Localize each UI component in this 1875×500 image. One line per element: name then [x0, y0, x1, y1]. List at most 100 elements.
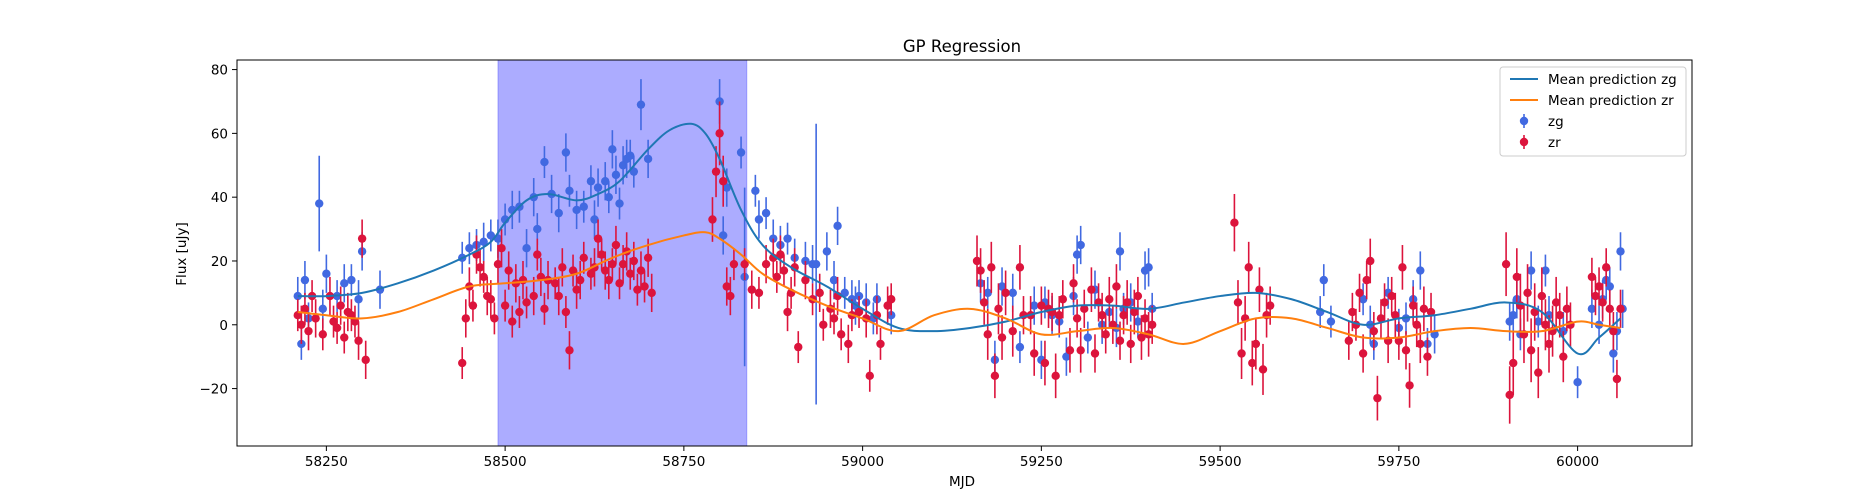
point-zr [1051, 371, 1060, 381]
point-zg [1062, 352, 1071, 361]
point-zg [347, 275, 356, 285]
point-zr [1526, 346, 1536, 355]
point-zg [300, 275, 310, 285]
x-tick-label: 59000 [841, 454, 884, 470]
point-zr [1244, 263, 1253, 272]
point-zr [579, 253, 588, 262]
point-zg [586, 177, 596, 186]
point-zr [508, 317, 517, 326]
point-zg [1416, 266, 1425, 275]
point-zr [729, 259, 739, 269]
point-zg [618, 161, 628, 170]
legend-label: Mean prediction zr [1548, 93, 1674, 109]
point-zr [722, 282, 731, 291]
point-zr [876, 339, 885, 349]
x-axis-label: MJD [949, 474, 975, 490]
point-zg [1616, 247, 1625, 256]
y-axis-label: Flux [uJy] [174, 222, 190, 285]
point-zg [1534, 317, 1543, 326]
point-zg [751, 186, 760, 195]
point-zr [1355, 288, 1364, 298]
point-zg [1008, 288, 1017, 298]
point-zg [615, 199, 624, 208]
point-zr [601, 266, 610, 275]
point-zg [1072, 250, 1082, 259]
point-zr [1001, 288, 1010, 298]
point-zr [1133, 291, 1143, 301]
point-zr [1265, 301, 1275, 310]
point-zr [554, 291, 563, 301]
point-zg [1076, 240, 1085, 250]
point-zr [354, 336, 363, 345]
point-zr [1594, 282, 1604, 291]
point-zr [1401, 346, 1411, 355]
point-zr [1258, 365, 1268, 374]
point-zr [1348, 307, 1357, 317]
x-tick-label: 59250 [1020, 454, 1063, 470]
point-zr [1115, 336, 1125, 345]
point-zr [794, 342, 803, 352]
point-zr [468, 301, 478, 310]
point-zg [833, 221, 842, 231]
point-zr [1101, 330, 1110, 339]
point-zr [633, 285, 642, 294]
y-tick-label: 40 [211, 190, 228, 206]
point-zg [579, 202, 588, 211]
point-zr [586, 269, 596, 278]
point-zr [754, 288, 764, 298]
x-tick-label: 58250 [305, 454, 348, 470]
point-zr [636, 266, 646, 275]
point-zr [1087, 285, 1096, 294]
point-zr [1108, 320, 1118, 329]
point-zr [997, 333, 1007, 342]
point-zr [1405, 381, 1414, 390]
point-zr [1105, 295, 1114, 304]
point-zr [1090, 349, 1100, 358]
point-zg [761, 208, 771, 218]
point-zg [1509, 311, 1518, 320]
y-tick-label: 20 [211, 254, 228, 270]
point-zr [361, 355, 370, 365]
point-zg [1326, 317, 1336, 326]
point-zg [783, 234, 792, 243]
point-zr [1391, 311, 1400, 320]
point-zr [801, 275, 810, 285]
point-zr [1122, 298, 1132, 307]
point-zr [1541, 320, 1550, 329]
point-zr [983, 330, 992, 339]
legend-box [1499, 66, 1687, 157]
point-zr [575, 275, 585, 285]
point-zr [1559, 352, 1568, 361]
point-zr [815, 288, 824, 298]
point-zr [533, 250, 542, 259]
legend-swatch-marker [1519, 137, 1529, 147]
point-zr [1534, 368, 1543, 377]
point-zr [1501, 259, 1511, 269]
point-zg [1133, 317, 1143, 326]
point-zr [336, 301, 345, 310]
point-zr [1380, 298, 1389, 307]
point-zg [1030, 301, 1039, 310]
point-zr [1140, 314, 1150, 323]
point-zr [1040, 358, 1050, 368]
point-zr [1015, 263, 1025, 272]
point-zg [636, 100, 646, 109]
point-zr [1373, 393, 1382, 403]
point-zr [844, 339, 853, 349]
point-zr [883, 301, 892, 310]
point-zr [779, 266, 789, 275]
point-zr [1509, 358, 1518, 368]
point-zr [976, 266, 985, 275]
point-zg [1573, 377, 1582, 387]
point-zr [497, 244, 506, 253]
line-Mean prediction zg [297, 122, 1622, 356]
point-zr [593, 234, 603, 243]
point-zr [572, 285, 581, 294]
point-zg [718, 231, 728, 240]
point-zg [533, 224, 542, 234]
axes-frame [236, 59, 1693, 447]
point-zg [822, 247, 832, 256]
point-zg [1015, 342, 1025, 352]
y-tick-label: −20 [200, 382, 229, 398]
point-zr [626, 269, 635, 278]
